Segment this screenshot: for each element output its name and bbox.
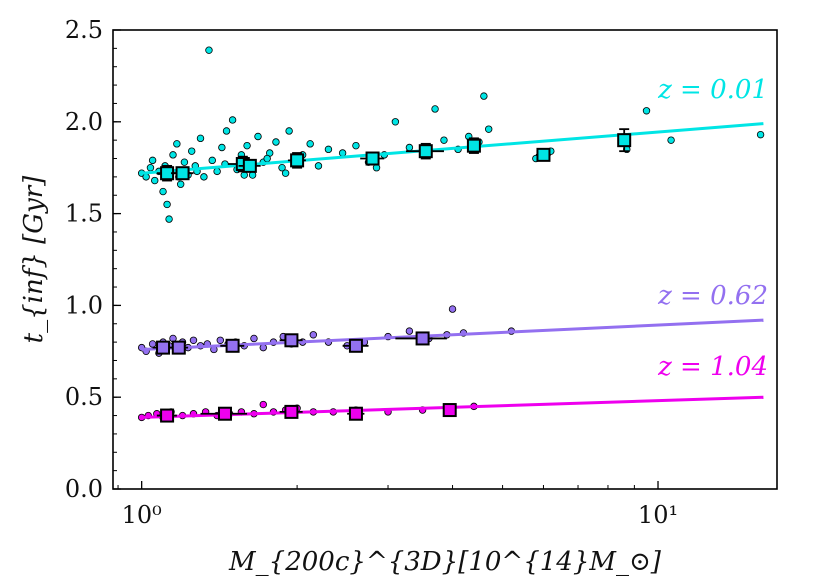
data-point [756,130,765,139]
data-point [352,141,360,150]
binned-median-marker [365,151,380,166]
data-point [285,127,293,135]
binned-median-marker [290,153,305,168]
data-point [405,143,414,152]
data-point [243,141,251,150]
series-label: z = 0.01 [657,75,768,105]
binned-median-marker [348,406,363,421]
plot-frame [112,29,778,490]
binned-median-marker [418,144,433,159]
data-point [200,173,208,181]
binned-median-marker [617,133,632,148]
data-point [188,147,196,155]
y-tick-label: 2.5 [65,16,103,44]
y-tick-label: 0.0 [65,475,103,503]
data-point [148,156,157,165]
data-point [159,187,167,196]
data-point [176,180,185,188]
y-tick-label: 0.5 [65,383,103,411]
y-tick-label: 1.5 [65,200,103,228]
data-point [151,176,159,185]
data-point [480,92,488,100]
data-point [142,173,150,181]
fit-line [141,122,764,175]
data-point [405,327,414,335]
data-point [484,125,493,133]
data-point [448,305,457,313]
data-point [272,138,280,146]
data-point [391,118,400,126]
data-point [314,162,323,170]
data-point [431,105,439,113]
data-point [278,163,286,172]
data-point [173,140,181,148]
data-point [281,169,290,177]
data-point [163,200,171,209]
data-point [148,340,157,348]
data-point [324,145,333,154]
data-point [180,158,189,166]
data-point [250,334,258,343]
data-point [205,46,213,54]
binned-median-marker [284,404,299,419]
data-point [208,156,216,165]
x-tick-label: 10¹ [638,501,678,529]
data-point [642,107,651,115]
y-tick-label: 2.0 [65,108,103,136]
y-axis-label: t_{inf} [Gyr] [19,175,49,344]
binned-median-marker [160,408,175,423]
data-point [254,132,262,141]
data-point [309,331,318,339]
data-point [213,167,221,176]
data-point [169,151,177,159]
binned-median-marker [442,403,457,418]
data-point [189,336,198,344]
data-point [667,136,675,144]
binned-median-marker [225,338,240,353]
binned-median-marker [156,340,171,355]
y-tick-label: 1.0 [65,291,103,319]
binned-median-marker [415,331,430,346]
binned-median-marker [466,138,481,153]
fit-line [141,318,764,351]
series-label: z = 0.62 [657,281,768,311]
x-tick-label: 10⁰ [122,501,162,529]
data-point [263,154,271,163]
data-point [222,127,231,135]
x-axis-label: M_{200c}^{3D}[10^{14}M_⊙] [228,547,662,577]
binned-median-marker [536,147,551,162]
binned-median-marker [242,158,257,173]
data-point [228,116,237,124]
data-point [338,149,347,157]
plot-area: z = 0.01 z = 0.62 z = 1.04 [137,46,768,423]
series-label: z = 1.04 [657,352,768,382]
data-point [306,140,314,148]
data-point [216,336,224,344]
binned-median-marker [284,333,299,348]
binned-median-marker [348,338,363,353]
data-point [218,143,226,152]
data-point [196,134,205,143]
data-point [259,400,267,409]
plot-marks [137,46,765,423]
binned-median-marker [175,166,190,181]
binned-median-marker [171,340,186,355]
axis-ticks: 0.0 0.5 1.0 1.5 2.0 2.5 10⁰ 10¹ [65,16,678,529]
data-point [165,215,173,223]
binned-median-marker [217,406,232,421]
data-point [146,163,155,172]
data-point [440,136,448,144]
